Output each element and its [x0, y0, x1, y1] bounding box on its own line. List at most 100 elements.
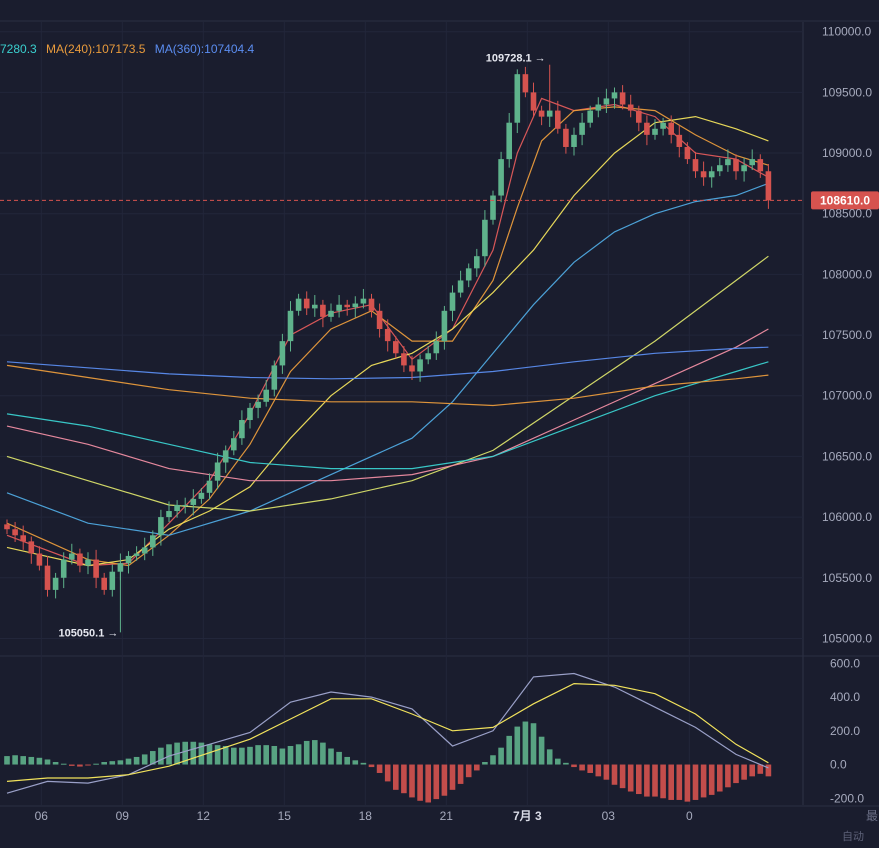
candle-body [376, 310, 383, 330]
macd-bar [506, 735, 512, 765]
macd-bar [328, 748, 334, 765]
macd-bar [28, 756, 35, 765]
candle-body [36, 553, 43, 566]
macd-bar [538, 736, 545, 765]
macd-bar [482, 762, 488, 765]
macd-bar [433, 764, 440, 800]
macd-panel [4, 672, 772, 803]
macd-bar [263, 745, 269, 765]
candle-body [522, 74, 529, 93]
macd-bar [12, 755, 18, 765]
candle-body [158, 517, 164, 536]
macd-bar [125, 758, 132, 765]
macd-bar [498, 747, 504, 765]
candle-body [749, 159, 755, 166]
macd-bar [141, 754, 148, 765]
macd-bar [247, 746, 253, 765]
macd-bar [44, 759, 51, 765]
price-tick-label: 109500.0 [822, 85, 872, 99]
candle-body [652, 128, 658, 135]
candle-body [93, 559, 99, 578]
moving-average-lines [6, 97, 769, 567]
candle-body [482, 219, 488, 257]
candle-body [409, 365, 415, 372]
candle-body [214, 462, 221, 481]
candle-body [474, 256, 480, 269]
time-tick-label: 12 [197, 809, 211, 823]
candle-body [20, 535, 26, 542]
candle-body [44, 565, 51, 590]
macd-bar [465, 764, 472, 778]
macd-bar [214, 745, 221, 765]
candle-body [530, 92, 537, 111]
macd-bar [441, 764, 448, 796]
macd-bar [384, 764, 391, 782]
macd-bar [522, 721, 529, 765]
macd-bar [36, 757, 43, 765]
candle-body [247, 407, 253, 421]
macd-bar [636, 764, 642, 795]
ma-line-ma-e [6, 255, 769, 512]
candle-body [692, 159, 699, 172]
candle-body [141, 547, 148, 554]
macd-bar [619, 764, 626, 789]
candle-body [166, 511, 172, 518]
macd-bar [360, 762, 367, 765]
macd-bar [490, 755, 496, 765]
macd-bar [231, 747, 237, 765]
candle-body [150, 535, 156, 548]
candle-body [603, 98, 610, 105]
watermark-glyph: 最 [866, 809, 878, 823]
ma-legend: 7280.3 MA(240):107173.5 MA(360):107404.4 [0, 42, 260, 56]
time-tick-label: 15 [278, 809, 292, 823]
candle-body [303, 298, 310, 309]
candle-body [255, 401, 261, 408]
price-tick-label: 108000.0 [822, 267, 872, 281]
macd-bar [190, 741, 197, 765]
candle-body [465, 268, 472, 281]
time-tick-label: 03 [602, 809, 616, 823]
candle-body [60, 559, 67, 578]
macd-bar [546, 749, 553, 765]
macd-bar [595, 764, 602, 777]
macd-bar [198, 742, 205, 765]
macd-tick-label: 400.0 [830, 690, 860, 704]
macd-bar [239, 747, 245, 765]
macd-bar [757, 764, 764, 774]
macd-bar [555, 758, 561, 765]
macd-bar [166, 744, 172, 765]
macd-bar [749, 764, 755, 777]
price-tick-label: 110000.0 [822, 25, 871, 39]
macd-bar [271, 745, 278, 765]
price-tick-label: 105000.0 [822, 631, 872, 645]
macd-bar [668, 764, 674, 800]
candle-body [563, 128, 569, 147]
price-tick-label: 109000.0 [822, 146, 872, 160]
candle-body [320, 304, 326, 317]
candle-body [182, 504, 188, 506]
candle-body [190, 498, 197, 505]
macd-bar [417, 764, 423, 801]
macd-line-dif [6, 672, 769, 794]
candle-body [433, 341, 440, 354]
ma-legend-item-2: MA(240):107173.5 [46, 42, 146, 56]
candle-body [287, 310, 294, 342]
candle-body [555, 110, 561, 129]
high-annotation: 109728.1 → [486, 53, 546, 65]
ma-line-ma-d [6, 182, 769, 536]
macd-bar [393, 764, 399, 790]
macd-bar [692, 764, 699, 800]
candles [4, 64, 772, 633]
candle-body [660, 122, 666, 129]
time-tick-label: 06 [35, 809, 49, 823]
macd-bar [733, 764, 739, 784]
candle-body [644, 122, 650, 135]
candle-body [490, 195, 496, 220]
candle-body [231, 438, 237, 451]
current-price-label-bg [811, 191, 879, 210]
macd-bar [4, 756, 10, 765]
candle-body [401, 353, 407, 366]
candle-body [668, 122, 674, 135]
